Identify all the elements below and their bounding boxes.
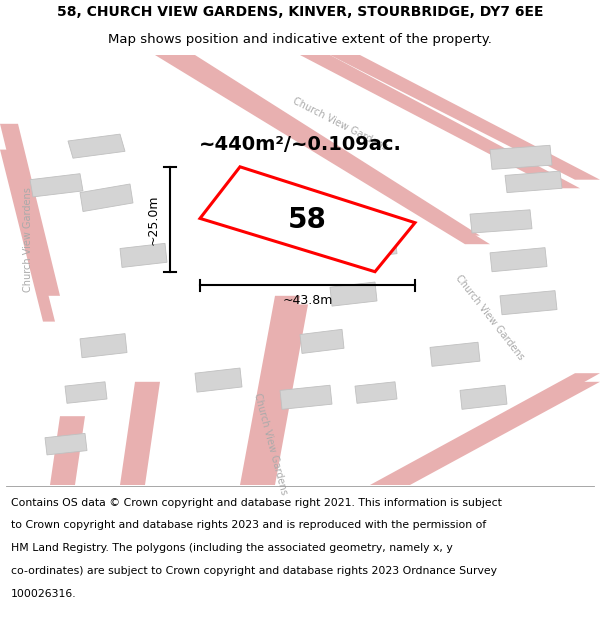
Polygon shape (50, 416, 85, 485)
Text: 58: 58 (288, 206, 327, 234)
Text: 100026316.: 100026316. (11, 589, 76, 599)
Polygon shape (120, 382, 160, 485)
Polygon shape (0, 124, 60, 296)
Polygon shape (470, 210, 532, 233)
Polygon shape (45, 433, 87, 455)
Polygon shape (68, 134, 125, 158)
Polygon shape (330, 282, 377, 306)
Text: ~43.8m: ~43.8m (283, 294, 332, 307)
Polygon shape (430, 342, 480, 366)
Polygon shape (350, 235, 397, 259)
Text: to Crown copyright and database rights 2023 and is reproduced with the permissio: to Crown copyright and database rights 2… (11, 521, 486, 531)
Text: Church View Gardens: Church View Gardens (23, 188, 33, 292)
Text: HM Land Registry. The polygons (including the associated geometry, namely x, y: HM Land Registry. The polygons (includin… (11, 543, 452, 553)
Polygon shape (255, 304, 308, 485)
Text: Church View Gardens: Church View Gardens (291, 96, 389, 152)
Polygon shape (80, 334, 127, 357)
Polygon shape (280, 385, 332, 409)
Polygon shape (65, 382, 107, 403)
Polygon shape (385, 382, 600, 485)
Polygon shape (355, 382, 397, 403)
Polygon shape (500, 291, 557, 315)
Polygon shape (0, 149, 55, 322)
Text: Church View Gardens: Church View Gardens (251, 392, 289, 496)
Polygon shape (300, 55, 580, 188)
Polygon shape (490, 248, 547, 272)
Text: Church View Gardens: Church View Gardens (454, 273, 526, 362)
Polygon shape (460, 385, 507, 409)
Text: ~440m²/~0.109ac.: ~440m²/~0.109ac. (199, 135, 401, 154)
Polygon shape (370, 373, 600, 485)
Polygon shape (120, 243, 167, 268)
Polygon shape (175, 55, 480, 236)
Polygon shape (490, 145, 552, 169)
Polygon shape (200, 167, 415, 272)
Polygon shape (80, 184, 133, 211)
Text: Contains OS data © Crown copyright and database right 2021. This information is : Contains OS data © Crown copyright and d… (11, 498, 502, 508)
Polygon shape (300, 329, 344, 353)
Text: ~25.0m: ~25.0m (147, 194, 160, 244)
Polygon shape (30, 174, 83, 197)
Text: co-ordinates) are subject to Crown copyright and database rights 2023 Ordnance S: co-ordinates) are subject to Crown copyr… (11, 566, 497, 576)
Polygon shape (240, 296, 300, 485)
Text: 58, CHURCH VIEW GARDENS, KINVER, STOURBRIDGE, DY7 6EE: 58, CHURCH VIEW GARDENS, KINVER, STOURBR… (57, 5, 543, 19)
Polygon shape (330, 55, 600, 180)
Polygon shape (155, 55, 490, 244)
Polygon shape (195, 368, 242, 392)
Text: Map shows position and indicative extent of the property.: Map shows position and indicative extent… (108, 33, 492, 46)
Polygon shape (505, 171, 562, 192)
